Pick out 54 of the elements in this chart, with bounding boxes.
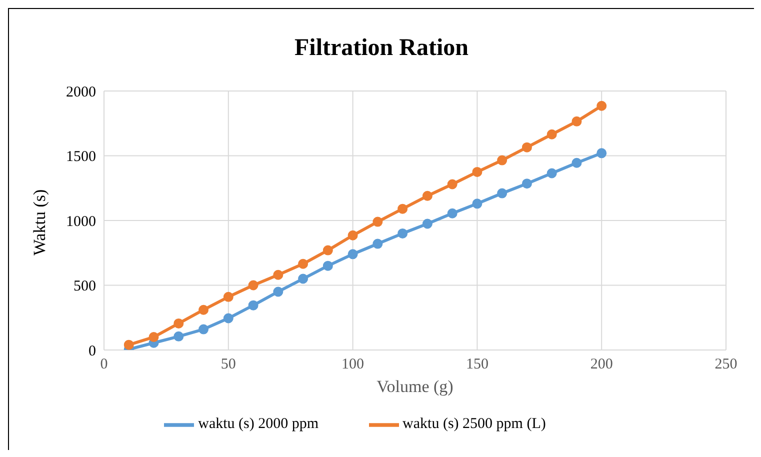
point (298, 274, 308, 284)
point (546, 129, 557, 140)
point (572, 116, 582, 126)
y-tick-label: 500 (74, 278, 96, 295)
point (174, 331, 184, 342)
x-tick-label: 150 (466, 356, 488, 373)
point (372, 238, 383, 249)
chart-title: Filtration Ration (294, 35, 470, 62)
point (472, 198, 482, 209)
point (546, 168, 557, 178)
point (174, 318, 184, 328)
y-tick-label: 1500 (66, 149, 96, 166)
point (248, 300, 258, 310)
point (223, 292, 234, 302)
x-axis-title: Volume (g) (376, 377, 454, 396)
point (223, 313, 234, 324)
point (198, 324, 209, 334)
point (372, 216, 383, 227)
point (348, 230, 358, 240)
point (422, 190, 432, 201)
point (198, 304, 209, 315)
x-tick-label: 100 (342, 356, 364, 373)
point (248, 280, 258, 290)
point (522, 178, 532, 189)
x-tick-label: 0 (100, 356, 108, 373)
point (596, 100, 607, 111)
point (298, 258, 308, 269)
point (596, 148, 607, 158)
point (273, 270, 284, 280)
point (322, 245, 333, 256)
point (422, 218, 432, 229)
point (447, 208, 458, 218)
point (322, 260, 333, 271)
y-tick-label: 0 (88, 343, 96, 360)
y-tick-label: 2000 (66, 84, 96, 100)
x-tick-label: 200 (590, 356, 613, 373)
point (497, 188, 508, 198)
legend-label: waktu (s) 2500 ppm (L) (402, 416, 546, 432)
point (472, 166, 482, 177)
point (522, 142, 532, 152)
point (273, 286, 284, 297)
point (447, 179, 458, 190)
y-tick-label: 1000 (66, 214, 96, 230)
y-axis-title: Waktu (s) (30, 189, 50, 256)
point (497, 155, 508, 166)
point (572, 158, 582, 168)
x-tick-label: 250 (714, 356, 738, 373)
x-tick-label: 50 (220, 356, 236, 373)
point (348, 249, 358, 260)
point (148, 332, 159, 342)
legend-label: waktu (s) 2000 ppm (198, 416, 319, 432)
point (124, 340, 134, 350)
point (398, 204, 408, 214)
point (398, 228, 408, 238)
